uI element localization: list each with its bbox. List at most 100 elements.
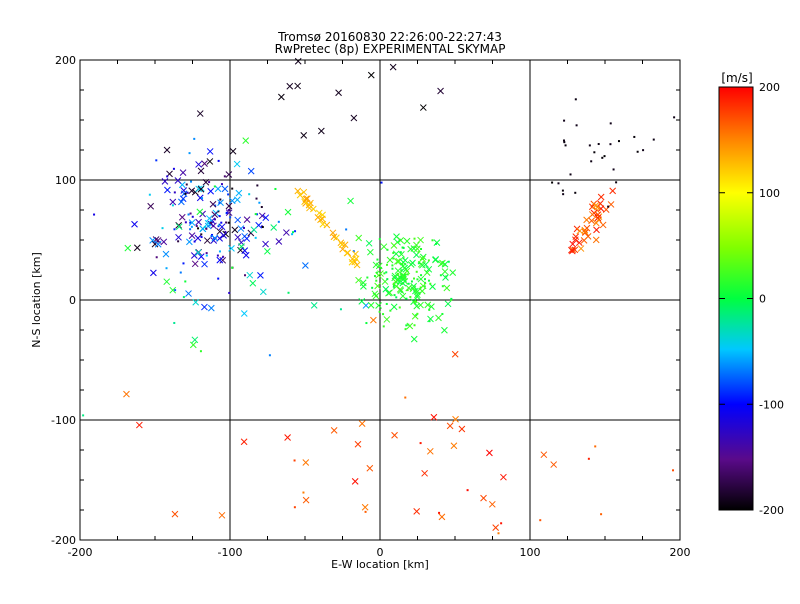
scatter-point-cross bbox=[303, 195, 311, 202]
scatter-point-dot bbox=[184, 192, 187, 195]
scatter-point-cross bbox=[435, 314, 442, 322]
scatter-point-dot bbox=[563, 139, 566, 142]
scatter-point-dot bbox=[397, 272, 400, 275]
scatter-point-cross bbox=[572, 233, 580, 240]
scatter-point-cross bbox=[294, 187, 302, 195]
scatter-point-dot bbox=[416, 278, 419, 281]
x-tick-label: -100 bbox=[218, 546, 243, 559]
scatter-point-dot bbox=[409, 295, 412, 298]
scatter-point-dot bbox=[294, 230, 297, 233]
scatter-point-dot bbox=[244, 274, 247, 277]
scatter-point-cross bbox=[131, 220, 138, 228]
y-tick-label: -200 bbox=[51, 534, 76, 547]
scatter-point-cross bbox=[492, 524, 500, 531]
scatter-point-cross bbox=[242, 137, 250, 145]
scatter-point-cross bbox=[163, 146, 171, 154]
scatter-point-cross bbox=[446, 422, 454, 430]
scatter-point-dot bbox=[174, 289, 177, 292]
scatter-point-dot bbox=[574, 98, 577, 101]
scatter-point-cross bbox=[398, 250, 405, 258]
scatter-point-cross bbox=[192, 298, 200, 306]
scatter-point-dot bbox=[612, 168, 615, 171]
scatter-point-dot bbox=[447, 260, 450, 263]
scatter-point-dot bbox=[407, 282, 410, 285]
y-tick-label: -100 bbox=[51, 414, 76, 427]
scatter-point-dot bbox=[389, 309, 392, 312]
scatter-point-dot bbox=[216, 254, 219, 257]
scatter-point-dot bbox=[209, 221, 212, 224]
scatter-point-cross bbox=[374, 282, 381, 290]
scatter-point-dot bbox=[413, 277, 416, 280]
scatter-point-cross bbox=[284, 208, 292, 216]
scatter-point-dot bbox=[205, 254, 208, 257]
scatter-point-cross bbox=[424, 301, 432, 309]
scatter-point-cross bbox=[240, 310, 248, 317]
scatter-point-cross bbox=[349, 255, 356, 263]
scatter-point-cross bbox=[581, 228, 589, 236]
scatter-point-cross bbox=[409, 285, 417, 293]
scatter-point-dot bbox=[231, 266, 234, 269]
scatter-point-cross bbox=[214, 185, 222, 193]
scatter-point-dot bbox=[224, 230, 227, 233]
scatter-point-cross bbox=[201, 303, 208, 311]
scatter-point-cross bbox=[302, 262, 309, 269]
scatter-point-dot bbox=[386, 248, 389, 251]
scatter-point-cross bbox=[594, 211, 602, 219]
scatter-point-cross bbox=[319, 220, 327, 228]
scatter-point-dot bbox=[439, 274, 442, 277]
scatter-point-dot bbox=[400, 269, 403, 272]
scatter-point-cross bbox=[207, 304, 215, 312]
scatter-point-dot bbox=[199, 350, 202, 353]
scatter-point-cross bbox=[302, 195, 310, 203]
scatter-point-cross bbox=[201, 260, 208, 268]
scatter-point-dot bbox=[217, 277, 220, 280]
x-axis-label: E-W location [km] bbox=[331, 558, 429, 571]
scatter-point-cross bbox=[317, 216, 324, 224]
scatter-point-dot bbox=[375, 279, 378, 282]
scatter-point-dot bbox=[652, 138, 655, 141]
scatter-point-dot bbox=[466, 489, 469, 492]
scatter-point-dot bbox=[218, 250, 221, 253]
scatter-point-cross bbox=[569, 240, 577, 248]
scatter-point-dot bbox=[673, 116, 676, 119]
scatter-point-cross bbox=[597, 193, 605, 201]
colorbar-ticks: 200 100 0 -100 -200 bbox=[719, 81, 784, 517]
scatter-point-dot bbox=[200, 236, 203, 239]
scatter-point-cross bbox=[375, 302, 382, 309]
scatter-point-dot bbox=[392, 257, 395, 260]
scatter-point-dot bbox=[413, 301, 416, 304]
scatter-point-cross bbox=[592, 202, 599, 209]
scatter-point-dot bbox=[539, 519, 542, 522]
scatter-point-dot bbox=[382, 325, 385, 328]
scatter-point-dot bbox=[597, 143, 600, 146]
scatter-point-cross bbox=[452, 415, 459, 423]
scatter-point-dot bbox=[177, 240, 180, 243]
scatter-point-cross bbox=[425, 265, 433, 273]
scatter-point-dot bbox=[421, 257, 424, 260]
scatter-point-cross bbox=[417, 275, 425, 283]
scatter-point-dot bbox=[402, 246, 405, 249]
scatter-point-cross bbox=[300, 188, 308, 196]
scatter-point-cross bbox=[569, 246, 577, 254]
scatter-point-dot bbox=[193, 137, 196, 140]
colorbar-tick-label: 100 bbox=[759, 187, 780, 200]
scatter-point-dot bbox=[200, 233, 203, 236]
scatter-point-dot bbox=[364, 510, 367, 513]
scatter-point-cross bbox=[191, 336, 199, 344]
scatter-point-dot bbox=[155, 159, 158, 162]
scatter-point-cross bbox=[235, 189, 243, 197]
scatter-point-dot bbox=[189, 221, 192, 224]
scatter-point-dot bbox=[642, 149, 645, 152]
scatter-point-dot bbox=[189, 212, 192, 215]
scatter-point-cross bbox=[397, 237, 405, 244]
scatter-point-dot bbox=[166, 175, 169, 178]
scatter-point-cross bbox=[195, 185, 203, 193]
scatter-point-dot bbox=[339, 308, 342, 311]
scatter-point-cross bbox=[366, 464, 374, 472]
scatter-point-cross bbox=[306, 204, 313, 212]
scatter-point-cross bbox=[370, 316, 377, 324]
scatter-point-dot bbox=[229, 216, 232, 219]
scatter-point-dot bbox=[406, 289, 409, 292]
scatter-point-cross bbox=[367, 71, 375, 79]
scatter-point-cross bbox=[296, 191, 304, 199]
